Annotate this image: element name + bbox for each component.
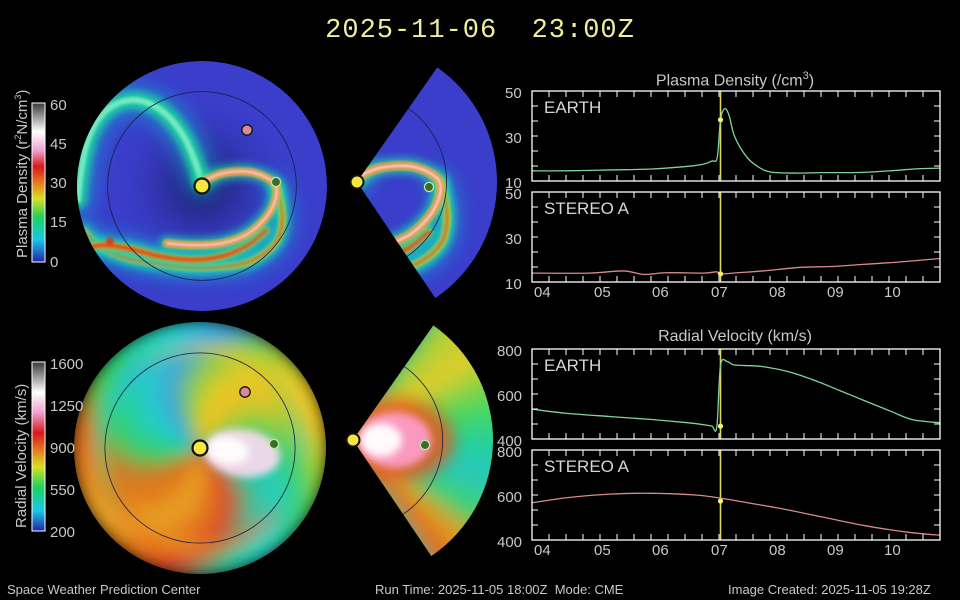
svg-text:EARTH: EARTH [544, 356, 601, 375]
svg-text:STEREO A: STEREO A [544, 457, 630, 476]
svg-text:EARTH: EARTH [544, 98, 601, 117]
svg-text:STEREO A: STEREO A [544, 199, 630, 218]
